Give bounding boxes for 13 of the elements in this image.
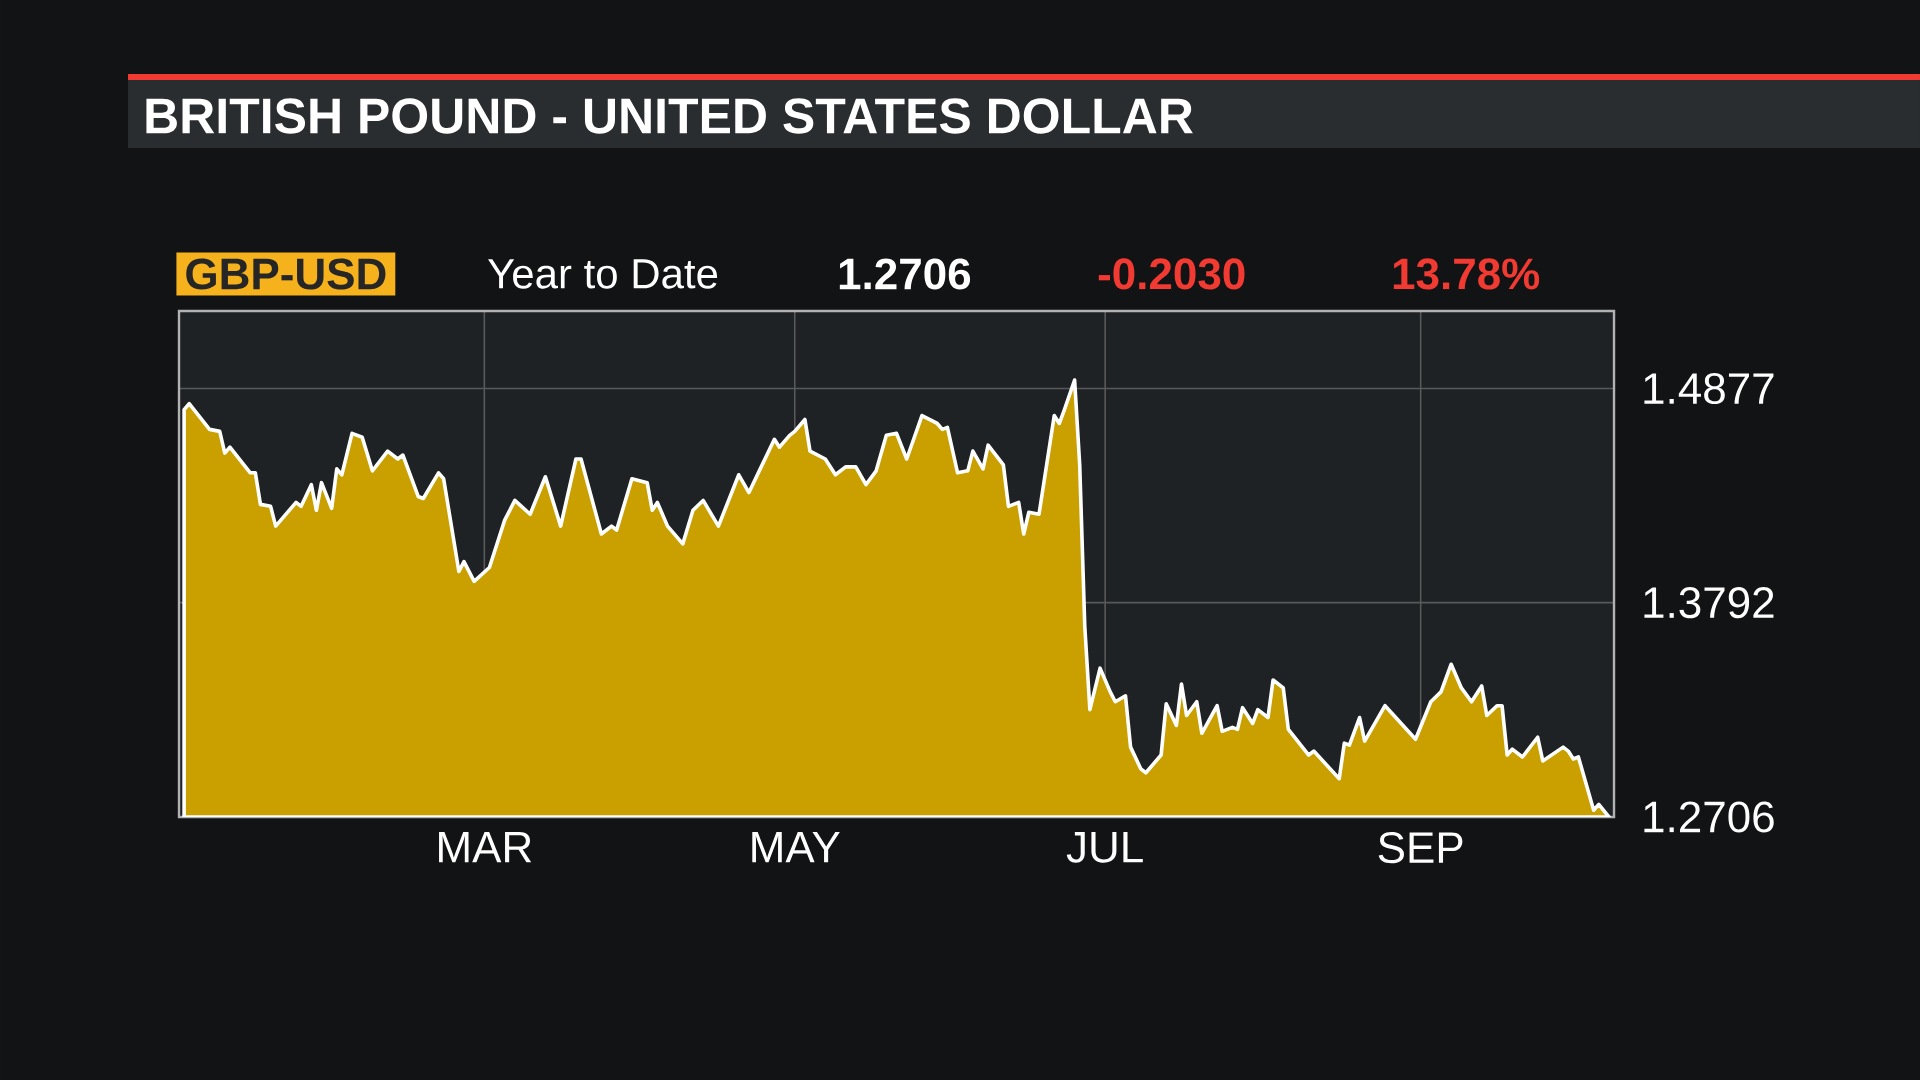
text: -0.2030 — [1098, 258, 1245, 290]
text: Year to Date — [487, 259, 718, 289]
y-tick-label: 1.3792 — [1644, 587, 1774, 619]
y-tick-label: 1.2706 — [1644, 801, 1774, 833]
text: 1.2706 — [839, 258, 971, 290]
x-tick-label: JUL — [1066, 832, 1143, 863]
y-tick-label: 1.4877 — [1644, 372, 1774, 405]
text: 13.78% — [1393, 258, 1540, 290]
chart-title: BRITISH POUND - UNITED STATES DOLLAR — [146, 98, 1193, 134]
text: GBP-USD — [186, 258, 386, 290]
x-tick-label: SEP — [1378, 832, 1463, 864]
x-tick-label: MAY — [752, 832, 840, 863]
x-tick-label: MAR — [439, 832, 532, 863]
